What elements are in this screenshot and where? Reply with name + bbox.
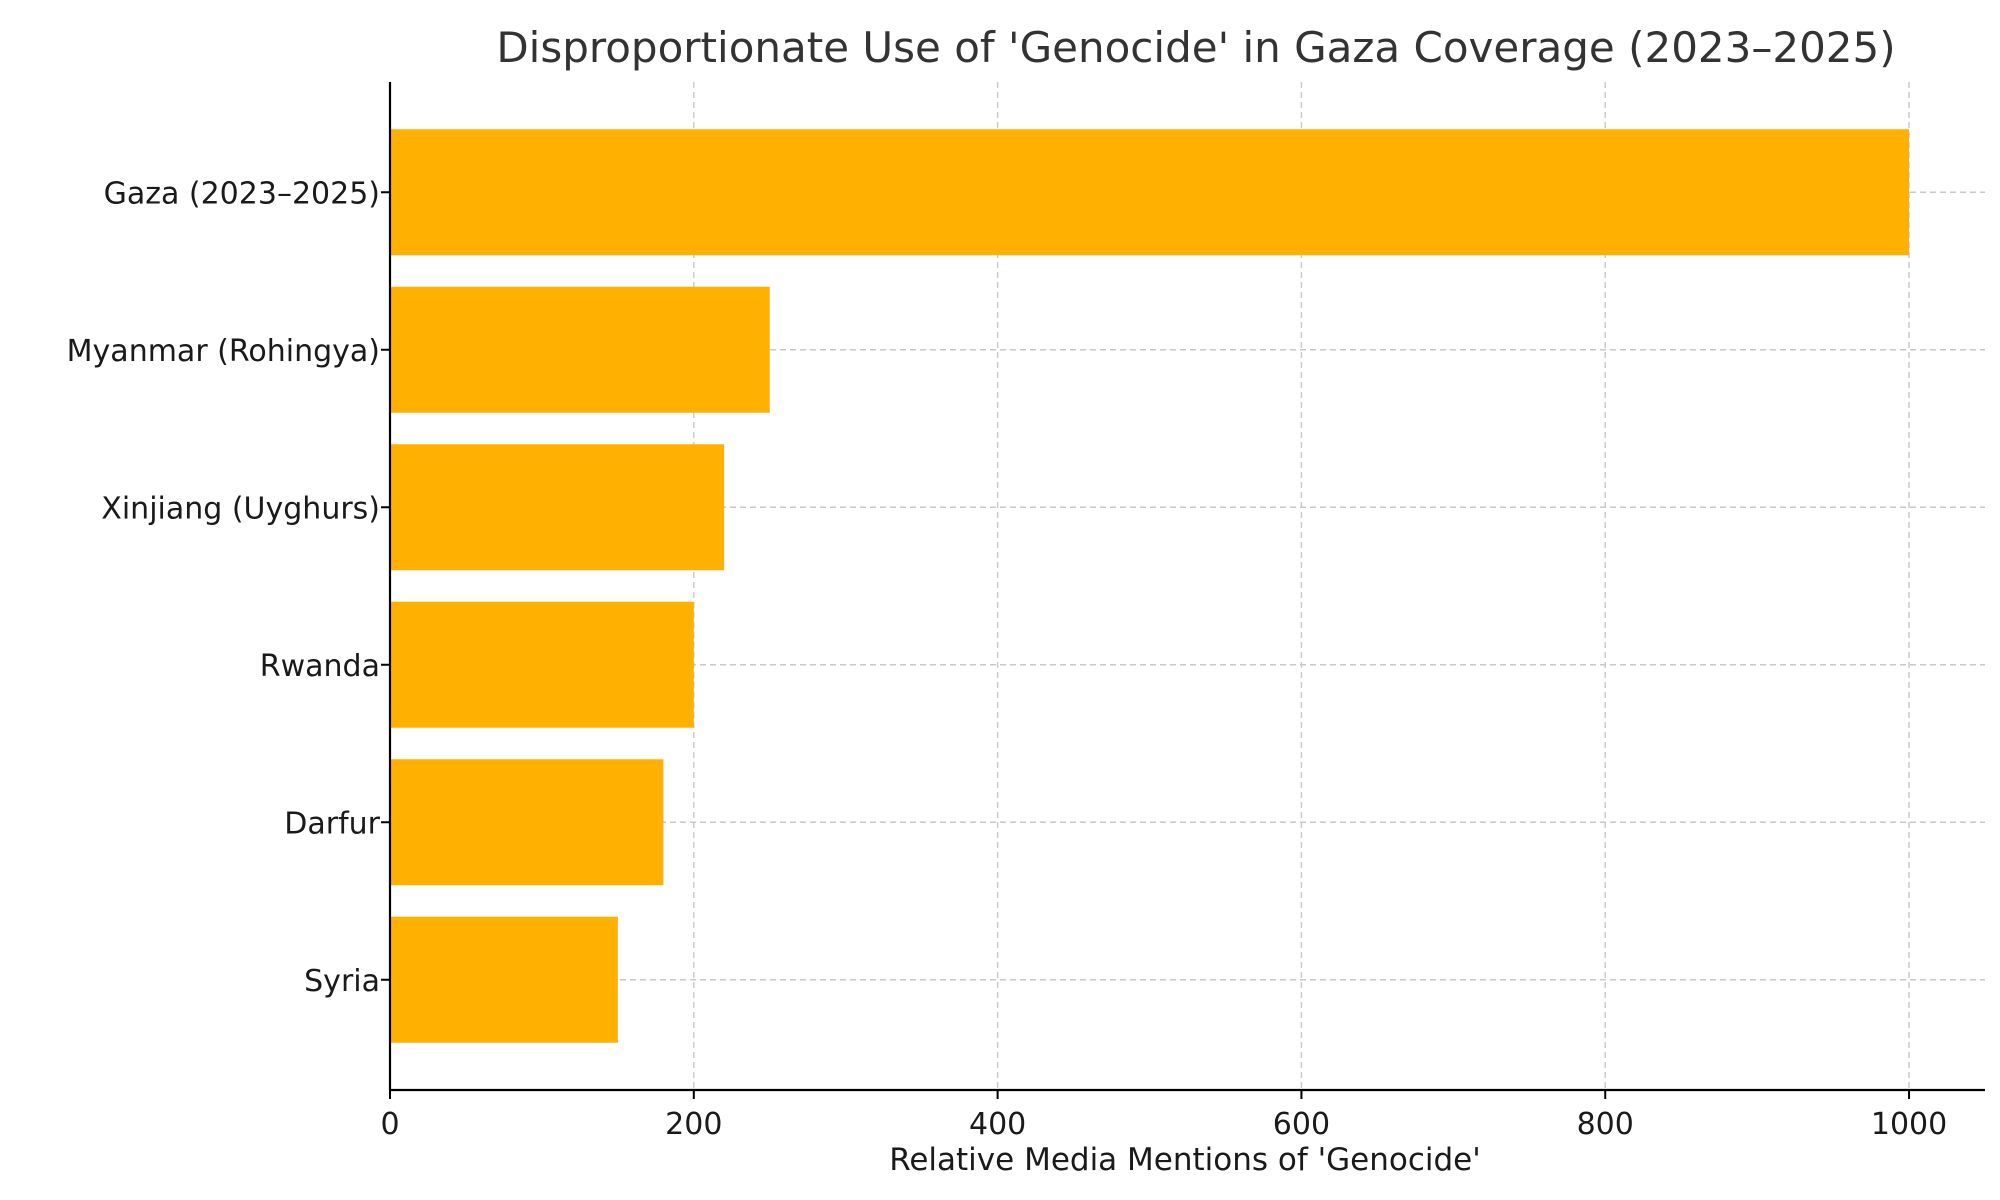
chart-title: Disproportionate Use of 'Genocide' in Ga… [496, 23, 1895, 72]
x-axis-label: Relative Media Mentions of 'Genocide' [889, 1142, 1481, 1178]
y-tick-label-1: Myanmar (Rohingya) [67, 334, 380, 369]
axes: 0 200 400 600 800 1000 Gaza (2023–2025) Myanmar… [67, 82, 1985, 1142]
x-tick-label-4: 800 [1577, 1107, 1634, 1142]
y-tick-label-2: Xinjiang (Uyghurs) [101, 491, 380, 526]
x-tick-label-3: 600 [1273, 1107, 1330, 1142]
y-tick-label-5: Syria [304, 964, 380, 999]
bar-2 [390, 444, 725, 571]
y-tick-label-3: Rwanda [260, 649, 380, 684]
bar-3 [390, 601, 694, 728]
bar-0 [390, 129, 1910, 256]
y-tick-label-0: Gaza (2023–2025) [104, 176, 380, 211]
bar-5 [390, 916, 618, 1043]
x-tick-label-5: 1000 [1871, 1107, 1947, 1142]
bar-1 [390, 286, 770, 413]
x-tick-label-1: 200 [665, 1107, 722, 1142]
x-tick-label-2: 400 [969, 1107, 1026, 1142]
x-tick-label-0: 0 [380, 1107, 399, 1142]
y-tick-label-4: Darfur [284, 806, 380, 841]
bar-4 [390, 759, 664, 886]
bars [390, 129, 1910, 1043]
